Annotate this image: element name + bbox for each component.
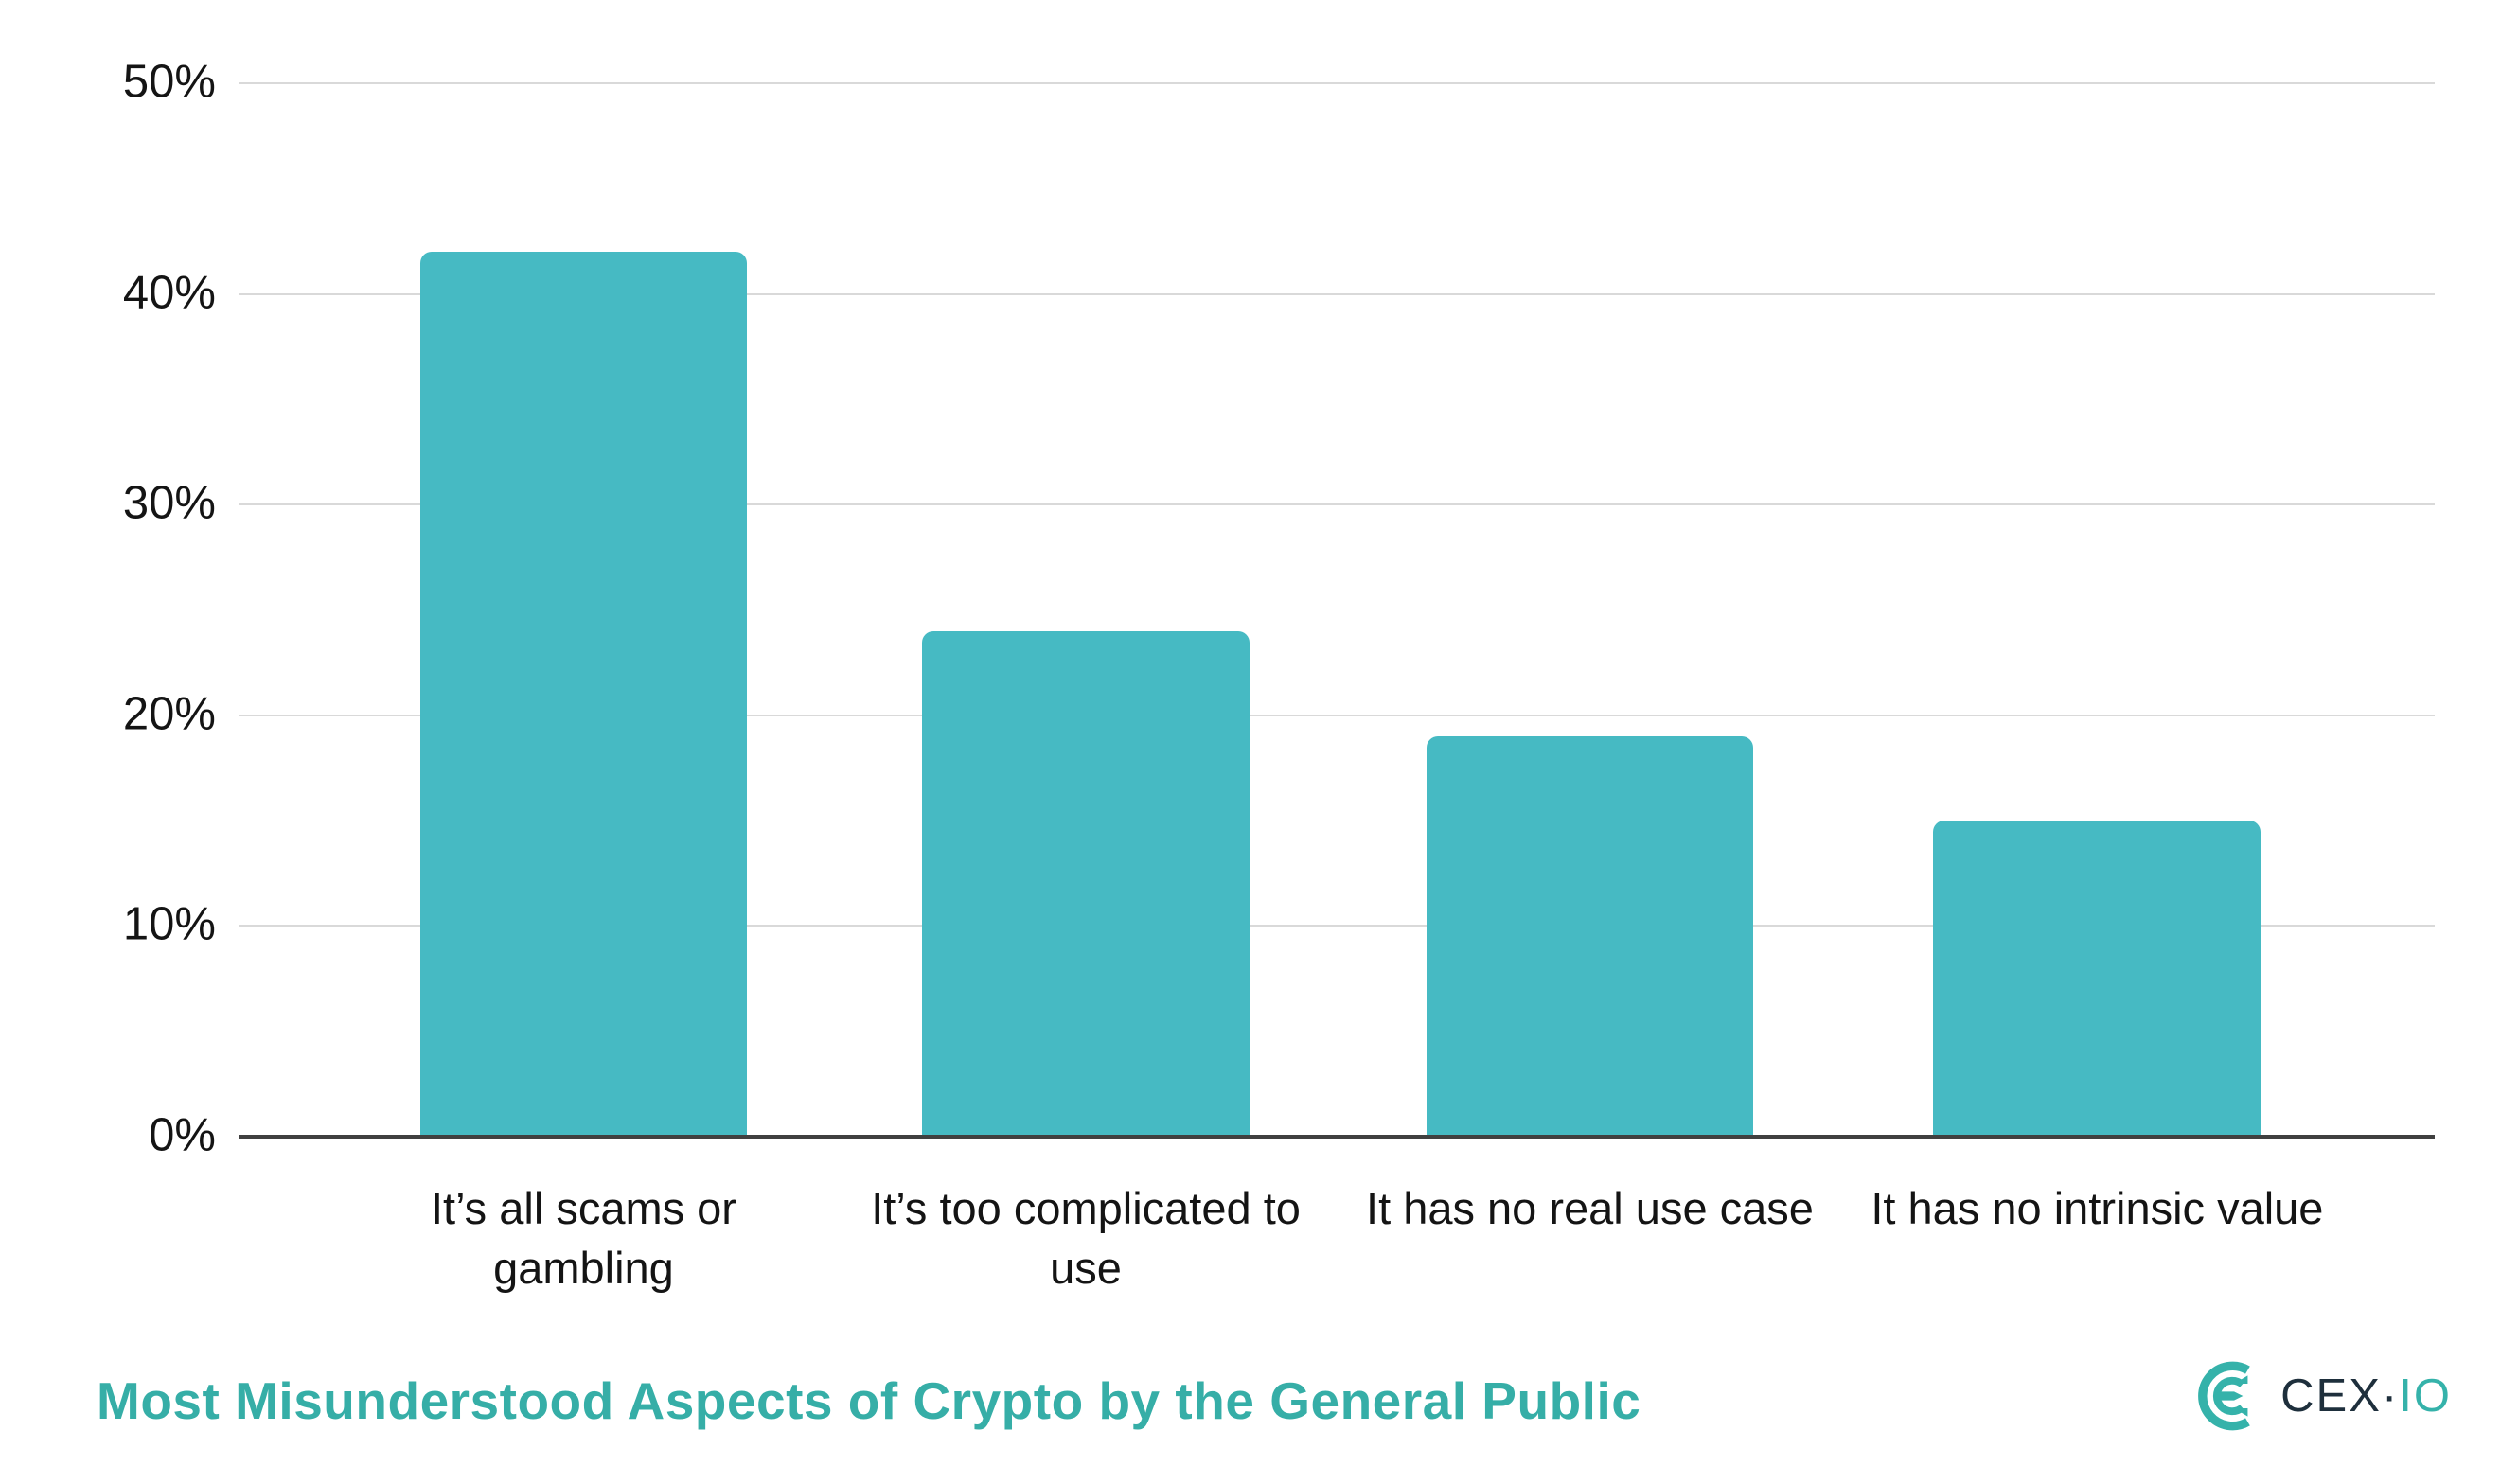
plot-area — [239, 82, 2435, 1139]
y-tick-label-50: 50% — [122, 56, 216, 108]
bar-3 — [1426, 736, 1754, 1137]
y-axis-labels: 0% 10% 20% 30% 40% 50% — [0, 59, 216, 1158]
x-category-label-4: It has no intrinsic value — [1871, 1183, 2324, 1233]
x-category-label-1: It’s all scams or gambling — [430, 1183, 736, 1293]
bar-4 — [1933, 821, 2262, 1137]
x-category-label-2: It’s too complicated to use — [871, 1183, 1301, 1293]
cexio-logo-icon — [2198, 1361, 2250, 1431]
x-category-label-3: It has no real use case — [1366, 1183, 1814, 1233]
logo-separator-dot: · — [2381, 1369, 2400, 1422]
cexio-logo: CEX · IO — [2195, 1361, 2452, 1431]
bar-2 — [922, 630, 1250, 1137]
y-tick-label-30: 30% — [122, 477, 216, 529]
gridline-40 — [239, 292, 2435, 295]
logo-text-secondary: IO — [2399, 1369, 2452, 1422]
y-tick-label-0: 0% — [149, 1109, 216, 1161]
logo-shapes — [2198, 1361, 2250, 1431]
gridline-10 — [239, 925, 2435, 928]
cexio-logo-text: CEX · IO — [2280, 1369, 2452, 1422]
logo-text-primary: CEX — [2280, 1369, 2382, 1422]
x-axis-line — [239, 1135, 2435, 1139]
gridline-50 — [239, 82, 2435, 84]
y-tick-label-10: 10% — [122, 898, 216, 950]
y-tick-label-40: 40% — [122, 267, 216, 319]
x-axis-labels: It’s all scams or gambling It’s too compl… — [239, 1179, 2435, 1312]
gridline-30 — [239, 504, 2435, 506]
gridline-20 — [239, 714, 2435, 716]
y-tick-label-20: 20% — [122, 688, 216, 740]
bar-1 — [419, 252, 748, 1137]
chart-title: Most Misunderstood Aspects of Crypto by … — [97, 1371, 1641, 1430]
